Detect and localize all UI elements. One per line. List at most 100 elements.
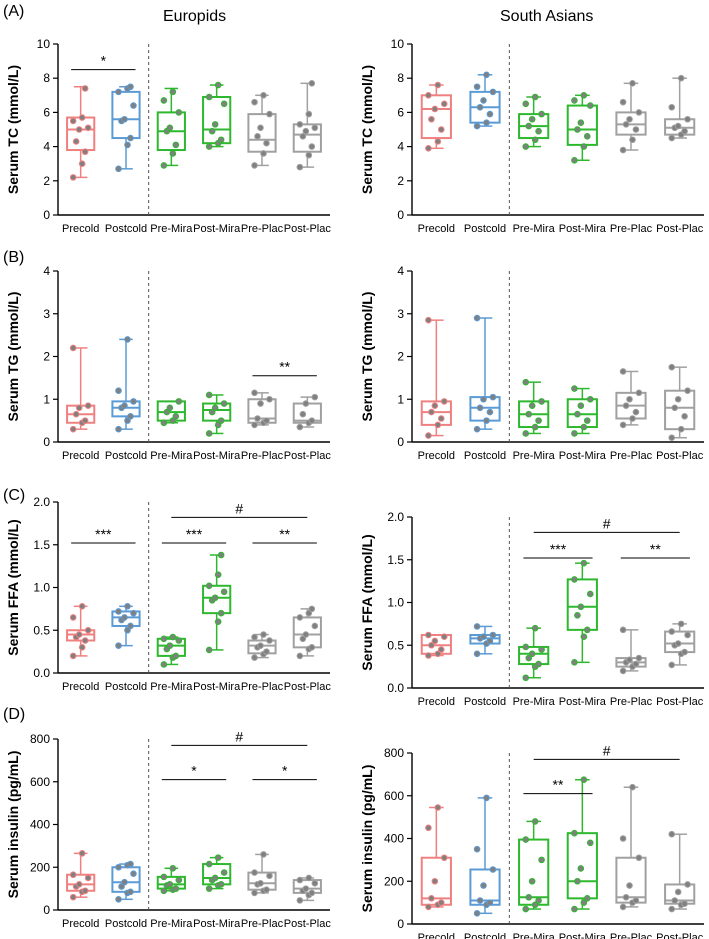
B_sa-point [668,363,676,371]
D_eur-point [305,874,313,882]
A_eur-point [160,97,168,104]
D_sa-point [431,877,439,885]
A_sa-y-tick-label: 2 [397,174,404,188]
C_eur-point [296,614,304,621]
B_eur-y-tick-label: 3 [43,307,50,321]
B_eur-point [172,413,180,420]
B_sa-point [486,408,494,416]
C_sa-x-tick-label: Precold [418,696,455,708]
A_sa-point [586,102,594,109]
A_eur-x-tick-label: Post-Mira [193,223,241,235]
A_sa-point [619,98,627,106]
B_sa-point [522,378,530,386]
B_eur-y-tick-label: 1 [43,392,50,406]
D_eur-point [115,896,122,903]
C_eur-point [115,642,122,649]
A_eur-point [124,141,131,149]
A_sa-y-tick-label: 4 [397,140,404,154]
A_eur-point [166,124,174,132]
C_sa-point [571,659,578,666]
C_sa-point [486,637,494,645]
C_sa-point [522,643,530,651]
A_eur-point [205,143,213,150]
A_sa-point [626,115,633,123]
C_eur-point [220,588,228,596]
D_sa-x-tick-label: Precold [418,932,455,939]
B_sa-point [622,402,630,409]
C_eur-box-Post-Mira [202,584,232,615]
A_eur-point [78,160,86,167]
D_eur-y-tick-label: 400 [30,818,50,832]
D_eur-point [84,874,92,882]
B_sa-point [473,425,481,433]
A_eur-y-tick-label: 4 [43,140,50,154]
C_sa-sig-label: # [603,515,611,531]
A_eur-point [169,150,177,157]
B_eur-point [302,400,310,407]
D_eur-point [121,878,128,886]
C_eur-point [214,571,222,578]
A_sa-point [434,81,442,89]
A_sa-point [528,115,536,123]
C_eur-point [130,609,137,617]
D_sa-x-tick-label: Post-Mira [559,932,607,939]
C_eur-point [124,603,131,610]
A_sa-y-label: Serum TC (mmol/L) [359,65,375,194]
D_sa-point [629,783,636,791]
D_eur-sig-label: # [235,728,243,744]
A_eur-x-tick-label: Pre-Mira [150,223,193,235]
C_sa-point [571,576,578,583]
A_sa-y-tick-label: 6 [397,105,404,119]
C_sa-x-tick-label: Post-Plac [656,696,704,708]
D_eur-point [78,850,86,857]
B_sa-point [635,389,643,397]
B_sa-point [528,402,536,409]
B_sa-y-tick-label: 4 [397,264,404,278]
C_sa-point [528,650,536,658]
D_eur-point [127,888,134,896]
C_sa-point [626,656,633,664]
A_eur-y-tick-label: 8 [43,71,50,85]
D_sa-y-label: Serum insulin (pg/mL) [359,765,375,913]
B_sa-point [671,404,679,412]
A_sa-point [622,121,630,128]
panel-label-b: (B) [3,249,25,266]
B_sa-point [586,395,594,403]
C_eur-point [75,631,83,638]
C_sa-point [473,623,481,630]
B_eur-point [127,413,134,420]
D_eur-point [130,870,137,877]
B_eur-point [296,423,304,431]
B_sa-point [531,423,539,431]
A_sa-point [619,146,627,154]
C_sa-point [583,626,591,634]
C_eur-x-tick-label: Postcold [105,681,147,693]
A_eur-point [160,162,168,169]
C_eur-point [160,661,168,668]
D_eur-point [296,876,304,884]
B_sa-x-tick-label: Post-Mira [559,450,607,462]
D_eur-point [127,860,134,868]
D_sa-point [586,839,594,847]
D_eur-point [296,897,304,904]
C_eur-point [311,622,319,630]
B_eur-x-tick-label: Pre-Mira [150,450,193,462]
C_sa-point [431,637,439,645]
A_eur-y-tick-label: 6 [43,105,50,119]
A_eur-point [175,109,183,116]
B_sa-point [684,387,691,395]
B_eur-point [266,395,273,403]
A_sa-point [668,103,676,111]
C_eur-point [169,633,177,641]
D_eur-y-tick-label: 600 [30,775,50,789]
B_eur-x-tick-label: Post-Plac [284,450,332,462]
A_sa-point [522,143,530,150]
D_sa-point [668,905,676,913]
C_eur-point [217,609,225,617]
D_eur-point [169,865,177,872]
A_eur-point [214,81,222,89]
C_eur-point [260,631,267,638]
A_eur-point [208,127,216,135]
C_eur-y-tick-label: 1.0 [33,581,50,595]
